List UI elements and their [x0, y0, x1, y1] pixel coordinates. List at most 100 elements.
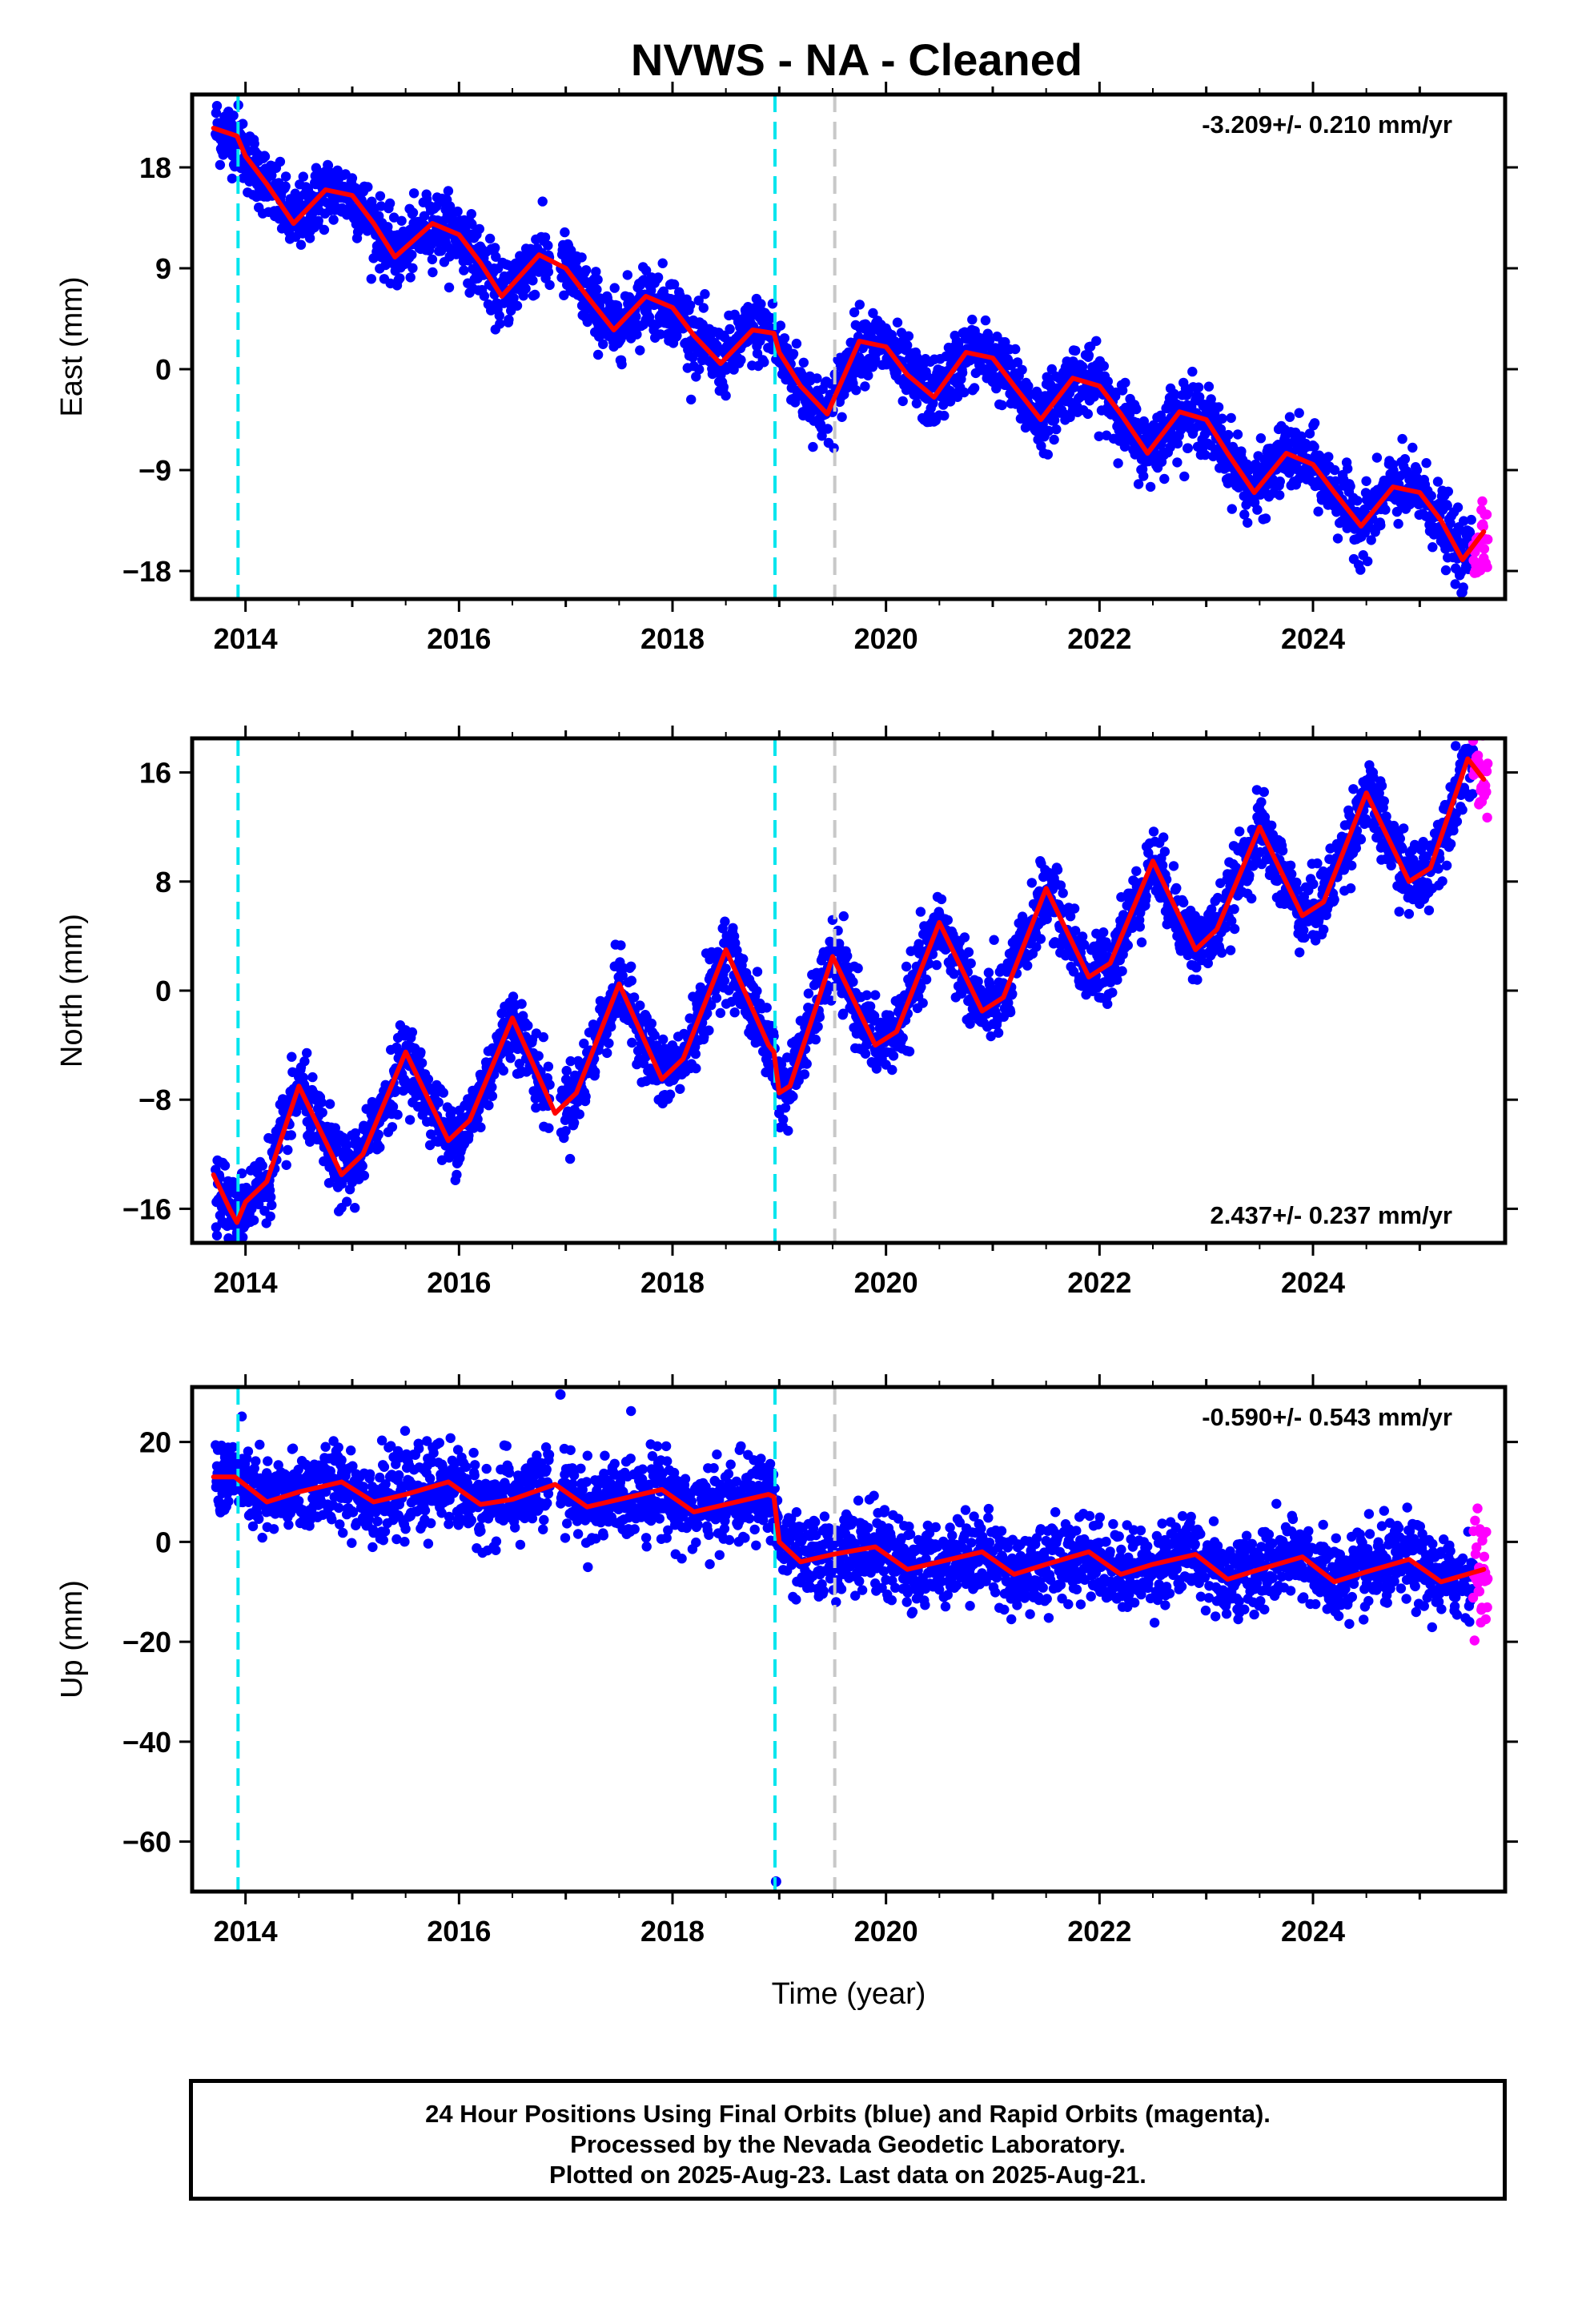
- final-orbit-point: [1332, 533, 1343, 544]
- final-orbit-point: [1049, 434, 1059, 445]
- final-orbit-point: [1102, 999, 1113, 1009]
- final-orbit-point: [375, 201, 387, 211]
- final-orbit-point: [317, 1108, 327, 1118]
- final-orbit-point: [316, 1097, 327, 1108]
- final-orbit-point: [533, 1051, 544, 1061]
- final-orbit-point: [544, 279, 555, 291]
- final-orbit-point: [1239, 509, 1250, 520]
- final-orbit-point: [837, 412, 847, 422]
- final-orbit-point: [1388, 465, 1399, 476]
- final-orbit-point: [849, 307, 860, 318]
- final-orbit-point: [1236, 446, 1247, 456]
- final-orbit-point: [1427, 542, 1438, 553]
- final-orbit-point: [1275, 476, 1286, 487]
- final-orbit-point: [719, 975, 730, 986]
- final-orbit-point: [1443, 486, 1454, 497]
- final-orbit-point: [728, 923, 738, 934]
- model-curve: [211, 126, 1487, 562]
- final-orbit-point: [838, 1008, 849, 1019]
- final-orbit-point: [590, 1067, 600, 1077]
- final-orbit-point: [887, 1064, 897, 1076]
- final-orbit-point: [725, 324, 735, 335]
- final-orbit-point: [543, 267, 554, 277]
- final-orbit-point: [649, 1030, 660, 1041]
- final-orbit-point: [427, 254, 438, 265]
- final-orbit-point: [973, 976, 983, 987]
- final-orbit-point: [1206, 394, 1216, 404]
- final-orbit-point: [387, 1122, 398, 1132]
- final-orbit-point: [752, 967, 763, 977]
- final-orbit-point: [606, 1021, 616, 1032]
- final-orbit-point: [407, 249, 417, 260]
- final-orbit-point: [931, 959, 942, 971]
- final-orbit-point: [969, 383, 980, 393]
- final-orbit-point: [298, 171, 308, 182]
- final-orbit-point: [1069, 903, 1080, 914]
- final-orbit-point: [788, 1092, 798, 1102]
- final-orbit-point: [942, 915, 954, 926]
- final-orbit-point: [1141, 891, 1151, 902]
- final-orbit-point: [1366, 535, 1376, 545]
- final-orbit-point: [798, 357, 809, 368]
- final-orbit-point: [813, 1021, 823, 1032]
- final-orbit-point: [248, 1215, 259, 1226]
- final-orbit-point: [632, 329, 642, 340]
- final-orbit-point: [324, 1099, 335, 1109]
- final-orbit-point: [484, 233, 496, 244]
- plot-area: [211, 94, 1493, 599]
- rapid-orbit-point: [1478, 521, 1488, 532]
- final-orbit-point: [780, 1103, 791, 1113]
- final-orbit-points: [211, 100, 1479, 598]
- final-orbit-point: [448, 214, 458, 224]
- final-orbit-point: [788, 348, 799, 359]
- final-orbit-point: [487, 1082, 497, 1092]
- final-orbit-point: [1243, 517, 1253, 528]
- final-orbit-point: [1159, 473, 1170, 485]
- final-orbit-point: [616, 940, 626, 951]
- final-orbit-point: [617, 971, 628, 981]
- final-orbit-point: [853, 963, 863, 974]
- final-orbit-point: [904, 1046, 915, 1057]
- final-orbit-point: [1323, 452, 1334, 462]
- final-orbit-point: [803, 988, 814, 999]
- final-orbit-point: [854, 300, 865, 310]
- final-orbit-point: [1172, 438, 1183, 449]
- final-orbit-point: [363, 182, 373, 192]
- final-orbit-point: [238, 1232, 248, 1243]
- final-orbit-point: [484, 1100, 494, 1111]
- final-orbit-point: [299, 1056, 310, 1067]
- final-orbit-point: [1058, 888, 1068, 899]
- final-orbit-point: [627, 1037, 637, 1048]
- final-orbit-point: [267, 170, 277, 181]
- final-orbit-point: [407, 1027, 418, 1038]
- final-orbit-point: [1309, 418, 1320, 428]
- final-orbit-point: [1200, 449, 1211, 460]
- final-orbit-point: [447, 1106, 457, 1116]
- plot-area: [211, 738, 1493, 1243]
- final-orbit-point: [238, 119, 248, 129]
- final-orbit-point: [598, 339, 608, 349]
- final-orbit-point: [537, 196, 548, 207]
- x-tick-label: 2018: [640, 622, 705, 655]
- final-orbit-point: [384, 198, 396, 209]
- final-orbit-point: [863, 370, 873, 381]
- final-orbit-point: [1083, 350, 1094, 360]
- final-orbit-point: [892, 317, 903, 328]
- final-orbit-point: [861, 990, 872, 1000]
- final-orbit-point: [1343, 464, 1353, 474]
- final-orbit-point: [860, 381, 870, 392]
- final-orbit-point: [464, 1130, 474, 1141]
- final-orbit-point: [1432, 476, 1443, 487]
- final-orbit-point: [494, 311, 504, 321]
- final-orbit-point: [350, 1203, 360, 1213]
- final-orbit-point: [1094, 431, 1104, 441]
- final-orbit-point: [928, 398, 938, 408]
- final-orbit-point: [778, 1114, 789, 1125]
- final-orbit-point: [540, 232, 551, 243]
- final-orbit-point: [302, 1047, 312, 1059]
- final-orbit-point: [1375, 520, 1386, 531]
- final-orbit-point: [1136, 937, 1147, 947]
- final-orbit-point: [1107, 987, 1118, 998]
